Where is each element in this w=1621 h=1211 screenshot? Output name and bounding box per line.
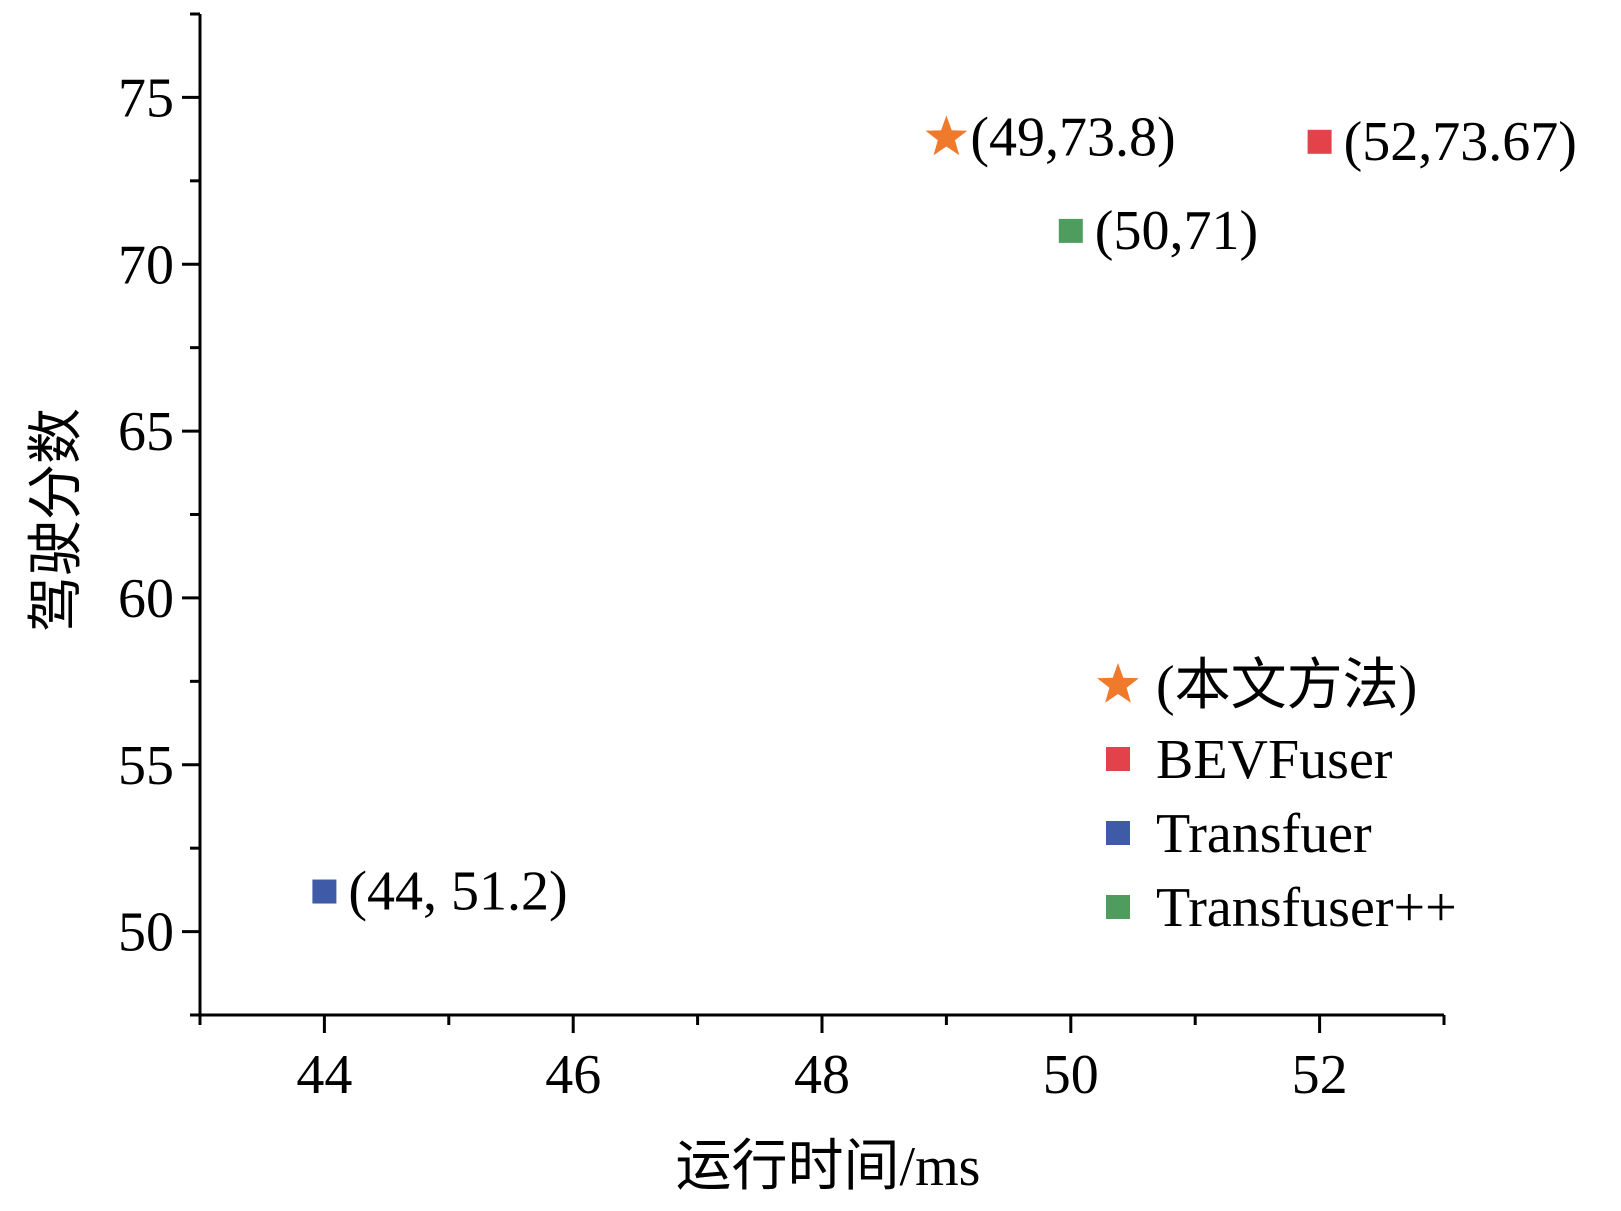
legend-label: Transfuser++: [1156, 877, 1457, 939]
y-tick-label: 75: [118, 67, 174, 129]
point-label: (44, 51.2): [348, 861, 567, 923]
x-tick-label: 46: [545, 1044, 601, 1106]
data-point: [312, 879, 337, 904]
y-tick-label: 50: [118, 902, 174, 964]
legend-marker: [1106, 895, 1130, 919]
y-axis-title: 驾驶分数: [26, 408, 88, 632]
legend-marker: [1106, 821, 1130, 845]
data-points: (49,73.8) (52,73.67) (44, 51.2) (50,71): [312, 106, 1577, 923]
point-label: (49,73.8): [970, 106, 1175, 168]
legend-marker: [1106, 747, 1130, 771]
legend-marker: [1097, 663, 1139, 703]
data-point: [1307, 129, 1332, 154]
y-tick-label: 70: [118, 234, 174, 296]
point-label: (50,71): [1095, 200, 1258, 262]
legend: (本文方法) BEVFuser Transfuer Transfuser++: [1097, 655, 1457, 939]
ticks: 44 46 48 50 52 50 55 60 65 70 75: [118, 12, 1446, 1106]
x-tick-label: 44: [296, 1044, 352, 1106]
x-tick-label: 48: [794, 1044, 850, 1106]
legend-label: BEVFuser: [1156, 729, 1393, 791]
y-tick-label: 60: [118, 568, 174, 630]
x-tick-label: 52: [1292, 1044, 1348, 1106]
y-tick-label: 55: [118, 735, 174, 797]
legend-label: (本文方法): [1156, 655, 1417, 717]
y-tick-label: 65: [118, 401, 174, 463]
legend-label: Transfuer: [1156, 803, 1372, 865]
x-tick-label: 50: [1043, 1044, 1099, 1106]
data-point: [925, 115, 968, 156]
point-label: (52,73.67): [1344, 111, 1577, 173]
x-axis-title: 运行时间/ms: [676, 1136, 981, 1198]
data-point: [1058, 218, 1083, 243]
